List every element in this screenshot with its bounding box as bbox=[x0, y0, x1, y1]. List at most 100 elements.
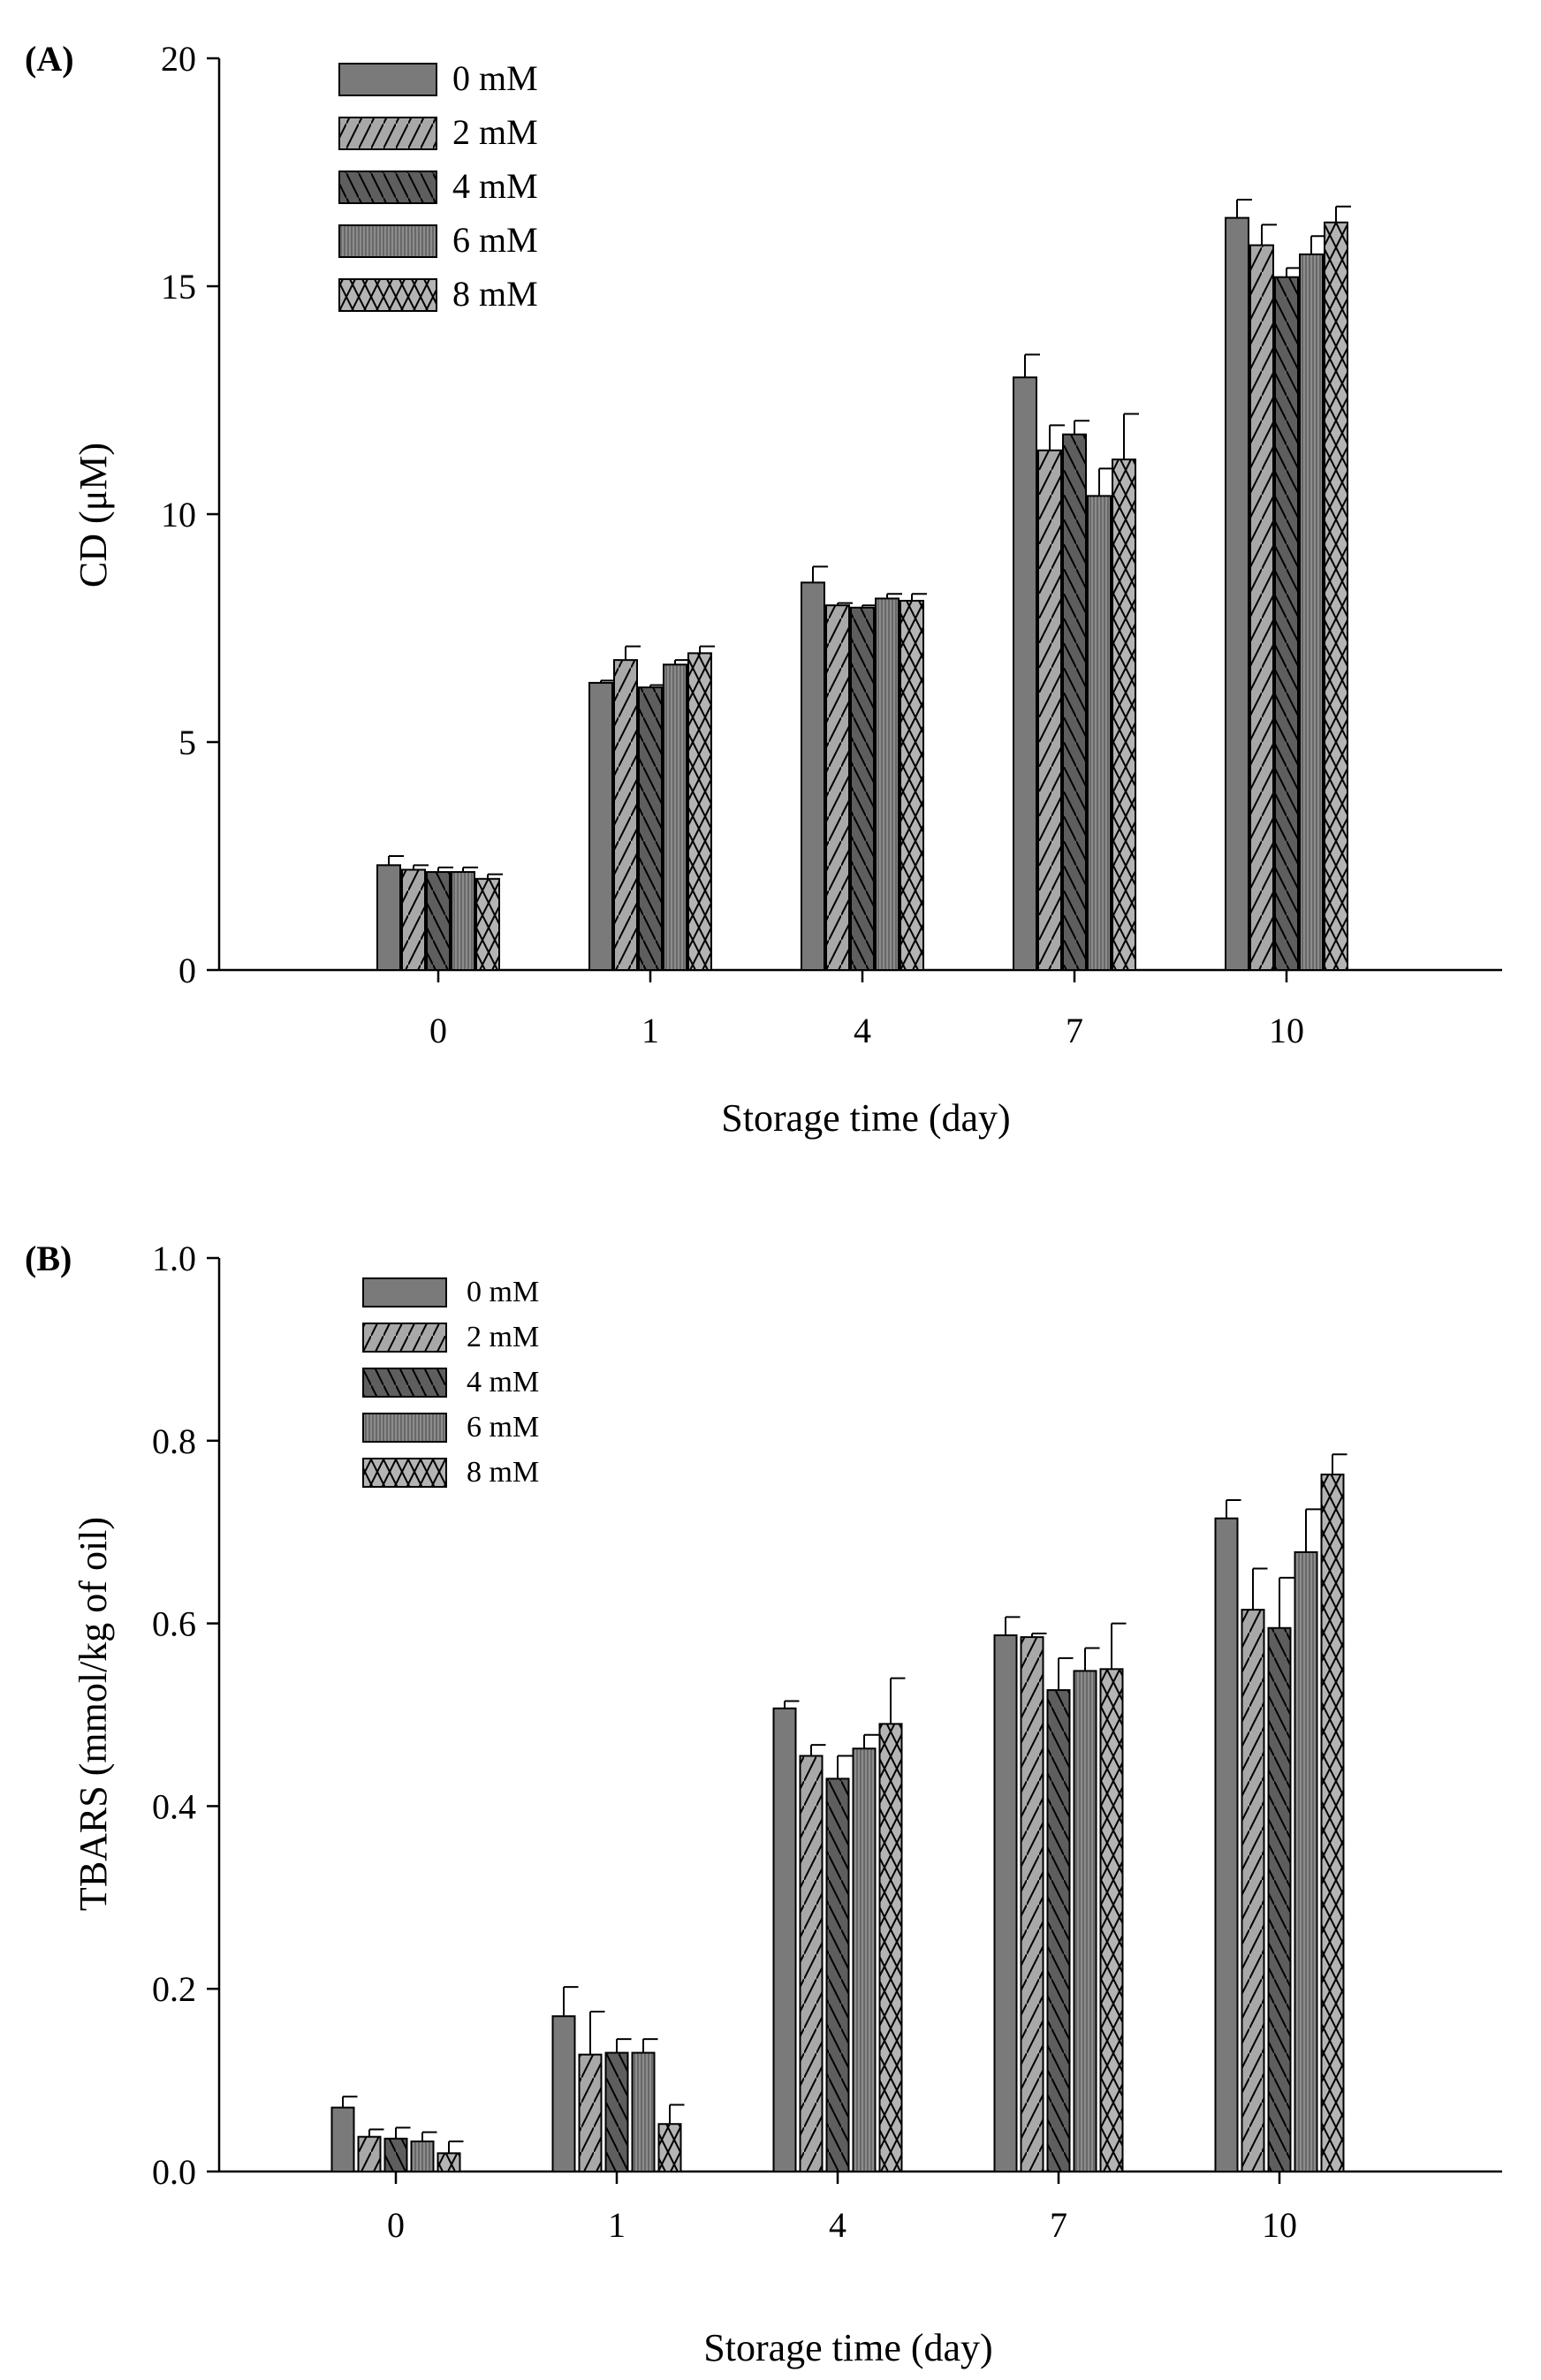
legend-swatch bbox=[338, 63, 437, 96]
bar-8-mM-day-4 bbox=[878, 1723, 903, 2172]
bar-4-mM-day-4 bbox=[825, 1777, 850, 2172]
bar-2-mM-day-4 bbox=[825, 604, 850, 971]
x-axis-title-a: Storage time (day) bbox=[721, 1096, 1010, 1140]
legend-swatch bbox=[338, 278, 437, 312]
x-tick-label: 4 bbox=[854, 1011, 871, 1050]
bar-8-mM-day-1 bbox=[687, 652, 712, 971]
chart-panel-a: (A) Storage time (day) CD (μM) 051015200… bbox=[25, 39, 1502, 1140]
legend-swatch bbox=[362, 1368, 447, 1398]
y-tick-label: 15 bbox=[161, 267, 196, 307]
bar-0-mM-day-4 bbox=[801, 581, 825, 972]
bar-0-mM-day-4 bbox=[772, 1707, 797, 2172]
legend-label: 6 mM bbox=[467, 1411, 539, 1444]
bar-2-mM-day-0 bbox=[401, 868, 426, 971]
bar-6-mM-day-0 bbox=[451, 871, 475, 971]
legend-label: 4 mM bbox=[452, 166, 538, 206]
legend-label: 2 mM bbox=[452, 112, 538, 152]
legend-swatch bbox=[338, 171, 437, 204]
bar-2-mM-day-10 bbox=[1249, 244, 1274, 971]
bar-4-mM-day-4 bbox=[850, 606, 875, 972]
bar-0-mM-day-1 bbox=[588, 681, 613, 971]
legend-label: 8 mM bbox=[452, 274, 538, 314]
bar-0-mM-day-0 bbox=[330, 2106, 355, 2173]
legend-label: 0 mM bbox=[452, 58, 538, 98]
bar-4-mM-day-0 bbox=[383, 2137, 408, 2172]
bar-6-mM-day-1 bbox=[631, 2051, 656, 2173]
bar-4-mM-day-0 bbox=[426, 871, 451, 971]
legend: 0 mM 2 mM 4 mM 6 mM 8 mM bbox=[338, 58, 538, 314]
x-tick-label: 1 bbox=[608, 2205, 626, 2245]
x-tick-label: 7 bbox=[1066, 1011, 1083, 1050]
x-tick-label: 10 bbox=[1269, 1011, 1304, 1050]
bar-6-mM-day-1 bbox=[663, 663, 687, 972]
y-tick-label: 0.2 bbox=[152, 1969, 196, 2009]
bar-0-mM-day-7 bbox=[1013, 376, 1037, 971]
bar-6-mM-day-0 bbox=[410, 2140, 435, 2172]
y-axis-title-b: TBARS (mmol/kg of oil) bbox=[72, 1517, 115, 1911]
bar-2-mM-day-1 bbox=[578, 2053, 603, 2172]
bar-4-mM-day-1 bbox=[638, 686, 663, 972]
bar-0-mM-day-0 bbox=[376, 864, 401, 972]
y-tick-label: 10 bbox=[161, 495, 196, 534]
x-tick-label: 0 bbox=[387, 2205, 405, 2245]
x-tick-label: 0 bbox=[429, 1011, 447, 1050]
bar-0-mM-day-1 bbox=[551, 2015, 576, 2172]
bar-0-mM-day-10 bbox=[1225, 216, 1249, 972]
bar-2-mM-day-7 bbox=[1037, 449, 1062, 971]
x-axis-title-b: Storage time (day) bbox=[703, 2326, 992, 2369]
bar-0-mM-day-10 bbox=[1214, 1517, 1239, 2172]
legend-swatch bbox=[362, 1458, 447, 1488]
bar-2-mM-day-4 bbox=[799, 1755, 824, 2173]
panel-label-b: (B) bbox=[25, 1239, 72, 1278]
bar-4-mM-day-10 bbox=[1267, 1626, 1292, 2172]
bar-2-mM-day-1 bbox=[613, 659, 638, 971]
bar-8-mM-day-0 bbox=[475, 877, 500, 971]
bar-6-mM-day-4 bbox=[875, 597, 900, 972]
legend-swatch bbox=[362, 1277, 447, 1307]
legend-label: 4 mM bbox=[467, 1366, 539, 1398]
bar-4-mM-day-7 bbox=[1062, 433, 1087, 971]
bar-4-mM-day-7 bbox=[1046, 1689, 1071, 2173]
y-axis-title-a: CD (μM) bbox=[72, 443, 115, 587]
bar-4-mM-day-1 bbox=[604, 2051, 629, 2173]
legend-label: 0 mM bbox=[467, 1276, 539, 1308]
bar-6-mM-day-7 bbox=[1073, 1670, 1097, 2173]
bar-8-mM-day-7 bbox=[1099, 1668, 1124, 2173]
bar-8-mM-day-4 bbox=[900, 600, 924, 971]
bar-8-mM-day-0 bbox=[436, 2152, 461, 2173]
bar-8-mM-day-10 bbox=[1320, 1474, 1345, 2172]
x-tick-label: 10 bbox=[1262, 2205, 1297, 2245]
bar-8-mM-day-1 bbox=[657, 2123, 682, 2172]
legend-label: 2 mM bbox=[467, 1321, 539, 1353]
bar-0-mM-day-7 bbox=[993, 1634, 1018, 2172]
panel-label-a: (A) bbox=[25, 39, 74, 79]
legend-swatch bbox=[338, 117, 437, 150]
legend-swatch bbox=[362, 1413, 447, 1443]
bar-8-mM-day-10 bbox=[1324, 221, 1348, 971]
legend-swatch bbox=[338, 224, 437, 258]
y-tick-label: 0 bbox=[178, 951, 196, 990]
x-tick-label: 4 bbox=[829, 2205, 846, 2245]
chart-panel-b: (B) Storage time (day) TBARS (mmol/kg of… bbox=[25, 1239, 1502, 2369]
y-tick-label: 5 bbox=[178, 723, 196, 762]
y-tick-label: 0.4 bbox=[152, 1786, 196, 1826]
bar-6-mM-day-7 bbox=[1087, 495, 1112, 971]
bar-6-mM-day-10 bbox=[1299, 253, 1324, 971]
y-tick-label: 0.0 bbox=[152, 2152, 196, 2192]
legend-label: 8 mM bbox=[467, 1456, 539, 1489]
y-tick-label: 0.6 bbox=[152, 1604, 196, 1644]
plot-area-b: 0.0 0.2 0.4 0.6 0.8 1.0 0 1 4 7 10 0 mM 2 mM 4 mM 6 mM… bbox=[152, 1239, 1502, 2245]
y-tick-label: 20 bbox=[161, 39, 196, 79]
bar-8-mM-day-7 bbox=[1112, 459, 1136, 971]
y-tick-label: 1.0 bbox=[152, 1239, 196, 1278]
y-tick-label: 0.8 bbox=[152, 1421, 196, 1461]
bar-2-mM-day-10 bbox=[1241, 1609, 1265, 2172]
x-tick-label: 7 bbox=[1050, 2205, 1067, 2245]
bar-4-mM-day-10 bbox=[1274, 276, 1299, 971]
x-tick-label: 1 bbox=[641, 1011, 659, 1050]
plot-area-a: 0 5 10 15 20 0 1 4 7 10 0 mM 2 mM 4 mM 6 mM 8 mM bbox=[161, 39, 1502, 1050]
bar-2-mM-day-0 bbox=[357, 2135, 382, 2173]
legend-label: 6 mM bbox=[452, 220, 538, 260]
legend: 0 mM 2 mM 4 mM 6 mM 8 mM bbox=[362, 1276, 539, 1489]
